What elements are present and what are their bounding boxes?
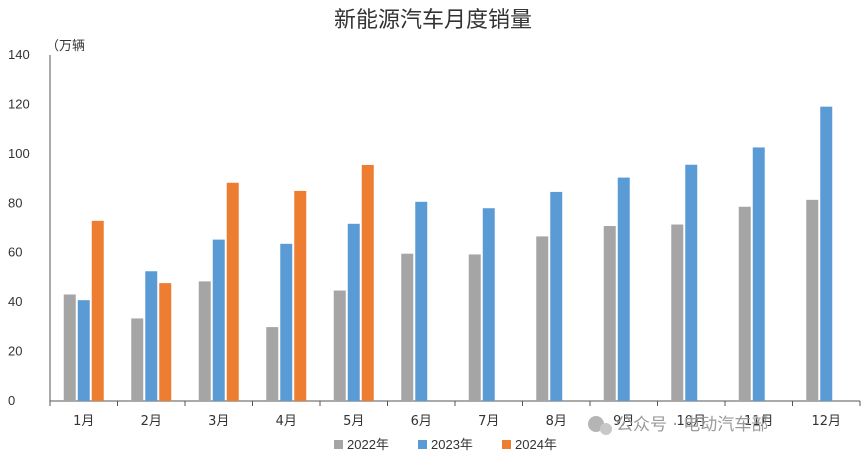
y-tick-label: 60 <box>8 245 22 260</box>
legend-item: 2022年 <box>334 437 389 452</box>
x-tick-label: 10月 <box>676 414 706 429</box>
legend-swatch <box>502 440 511 449</box>
bar-2023年-4月 <box>280 243 293 401</box>
bar-2022年-9月 <box>603 226 616 401</box>
bar-2022年-10月 <box>671 224 684 401</box>
y-tick-label: 40 <box>8 294 22 309</box>
x-tick-label: 3月 <box>208 414 229 429</box>
y-tick-label: 0 <box>8 393 15 408</box>
x-tick-label: 1月 <box>73 414 94 429</box>
bar-2023年-5月 <box>347 223 360 401</box>
bar-2022年-2月 <box>131 318 144 401</box>
y-tick-label: 100 <box>8 146 30 161</box>
bar-2022年-1月 <box>63 294 76 401</box>
bar-2022年-8月 <box>536 236 549 401</box>
bar-2024年-1月 <box>91 220 104 401</box>
x-tick-label: 5月 <box>343 414 364 429</box>
y-tick-labels: 0 20 40 60 80 100 120 140 <box>8 47 30 408</box>
y-tick-label: 80 <box>8 195 22 210</box>
legend-swatch <box>334 440 343 449</box>
bar-2022年-11月 <box>738 206 751 401</box>
bar-2023年-2月 <box>145 271 158 401</box>
bar-2024年-2月 <box>159 283 172 401</box>
y-axis-unit: （万辆 <box>46 39 85 54</box>
bar-2023年-9月 <box>617 177 630 401</box>
y-tick-label: 20 <box>8 344 22 359</box>
bar-2024年-5月 <box>361 164 374 401</box>
x-tick-label: 9月 <box>613 414 634 429</box>
x-tick-label: 12月 <box>811 414 841 429</box>
legend-label: 2024年 <box>515 437 557 452</box>
bar-2023年-6月 <box>415 201 428 401</box>
legend-item: 2024年 <box>502 437 557 452</box>
x-tick-labels: 1月 2月 3月 4月 5月 6月 7月 8月 9月 10月 11月 12月 <box>73 414 841 429</box>
bar-2023年-7月 <box>482 208 495 401</box>
legend: 2022年 2023年 2024年 <box>334 437 557 452</box>
wechat-icon <box>588 416 612 435</box>
legend-label: 2022年 <box>347 437 389 452</box>
chart-title: 新能源汽车月度销量 <box>334 8 532 33</box>
x-tick-label: 7月 <box>478 414 499 429</box>
axes <box>49 55 861 406</box>
y-tick-label: 140 <box>8 47 30 62</box>
bar-2023年-3月 <box>212 239 225 401</box>
bar-2023年-11月 <box>752 147 765 401</box>
bar-2022年-6月 <box>401 253 414 401</box>
legend-item: 2023年 <box>418 437 473 452</box>
x-tick-label: 2月 <box>141 414 162 429</box>
legend-swatch <box>418 440 427 449</box>
x-tick-label: 6月 <box>411 414 432 429</box>
bar-2022年-5月 <box>333 290 346 401</box>
x-tick-label: 11月 <box>744 414 774 429</box>
x-tick-label: 4月 <box>276 414 297 429</box>
bar-2022年-3月 <box>198 281 211 401</box>
bar-2022年-4月 <box>266 327 279 401</box>
bar-2024年-3月 <box>226 182 239 401</box>
bar-2023年-12月 <box>820 106 833 401</box>
bar-2022年-7月 <box>468 254 481 401</box>
bar-2023年-1月 <box>77 300 90 401</box>
x-tick-label: 8月 <box>546 414 567 429</box>
bar-2023年-10月 <box>685 164 698 401</box>
legend-label: 2023年 <box>431 437 473 452</box>
watermark: 公众号 · 电动汽车部 <box>588 415 768 435</box>
bars <box>63 106 833 401</box>
y-tick-label: 120 <box>8 96 30 111</box>
bar-2024年-4月 <box>294 190 307 401</box>
bar-2022年-12月 <box>806 199 819 401</box>
bar-2023年-8月 <box>550 191 563 401</box>
watermark-text: 公众号 · 电动汽车部 <box>616 415 768 435</box>
